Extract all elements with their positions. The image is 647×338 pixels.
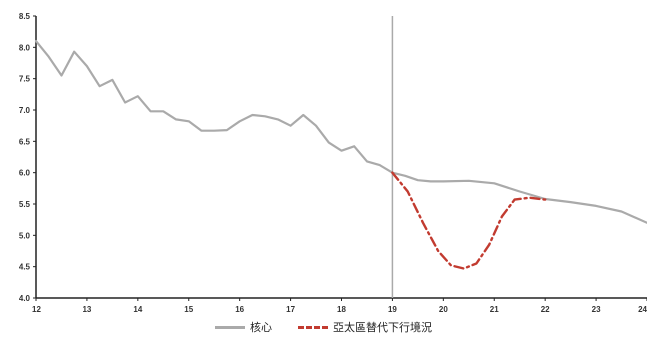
y-tick-label: 4.0: [19, 294, 31, 303]
x-tick-label: 19: [388, 305, 397, 314]
legend-label-core: 核心: [250, 321, 272, 334]
legend-swatch-downside: [298, 325, 328, 329]
series-lines: [34, 39, 647, 270]
y-tick-label: 7.0: [19, 106, 31, 115]
y-tick-label: 5.5: [19, 200, 31, 209]
x-tick-label: 21: [490, 305, 499, 314]
x-tick-label: 23: [592, 305, 601, 314]
series-core-line: [34, 39, 647, 224]
x-tick-label: 20: [439, 305, 448, 314]
y-tick-label: 8.5: [19, 12, 31, 21]
x-tick-label: 12: [32, 305, 41, 314]
x-tick-label: 14: [133, 305, 142, 314]
legend-item-downside: 亞太區替代下行境況: [298, 319, 432, 335]
y-tick-label: 5.0: [19, 231, 31, 240]
x-tick-label: 22: [541, 305, 550, 314]
x-tick-label: 17: [286, 305, 295, 314]
x-axis: 12 13 14 15 16 17 18 19 20 21 22 23 24: [32, 297, 647, 314]
x-tick-label: 16: [235, 305, 244, 314]
x-tick-label: 24: [638, 305, 647, 314]
y-tick-label: 8.0: [19, 43, 31, 52]
x-tick-label: 18: [337, 305, 346, 314]
legend: 核心 亞太區替代下行境況: [0, 319, 647, 335]
y-tick-label: 4.5: [19, 263, 31, 272]
y-tick-label: 6.0: [19, 169, 31, 178]
y-axis: 4.0 4.5 5.0 5.5 6.0 6.5 7.0 7.5 8.0 8.5: [19, 12, 37, 303]
x-tick-label: 15: [184, 305, 193, 314]
x-tick-label: 13: [82, 305, 91, 314]
legend-swatch-core: [215, 325, 245, 329]
y-tick-label: 6.5: [19, 137, 31, 146]
legend-item-core: 核心: [215, 319, 272, 335]
series-downside-line: [391, 171, 547, 270]
legend-label-downside: 亞太區替代下行境況: [333, 321, 432, 334]
y-tick-label: 7.5: [19, 75, 31, 84]
line-chart: 4.04.55.05.56.06.57.07.58.08.5 12 13 14 15 1…: [19, 12, 647, 314]
